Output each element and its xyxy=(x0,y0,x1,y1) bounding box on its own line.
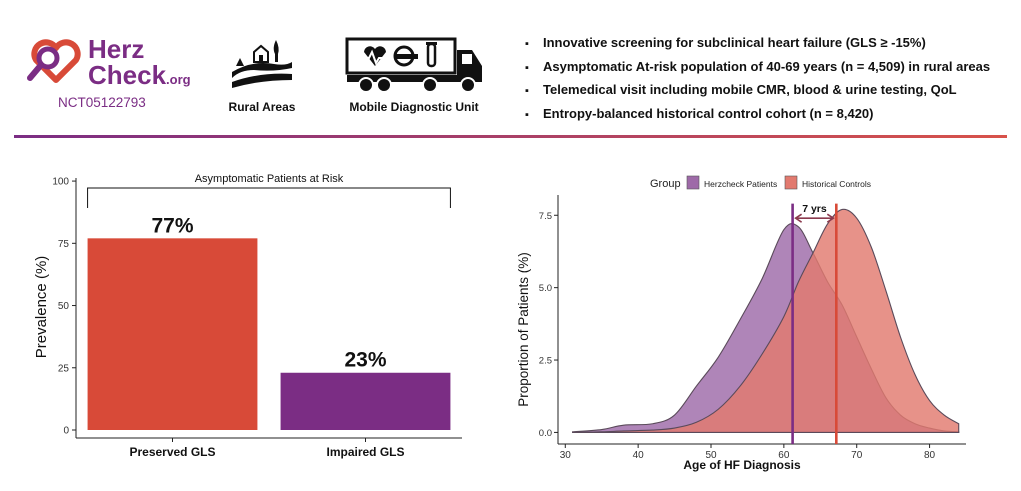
x-tick-label: 50 xyxy=(705,450,717,461)
mobile-diagnostic-unit-icon xyxy=(345,37,482,93)
x-tick-label: Impaired GLS xyxy=(326,445,404,459)
legend-title: Group xyxy=(650,178,681,190)
herzcheck-logo-icon xyxy=(27,39,81,83)
y-axis-label: Proportion of Patients (%) xyxy=(516,252,531,407)
prevalence-bar-chart: 0 25 50 75 100 Prevalence (%) 77% Preserved GLS… xyxy=(33,173,462,459)
bullet-item: Innovative screening for subclinical hea… xyxy=(525,32,990,56)
bullet-item: Entropy-balanced historical control coho… xyxy=(525,103,990,127)
header-divider xyxy=(14,135,1007,138)
density-area xyxy=(572,208,960,433)
trial-id: NCT05122793 xyxy=(58,95,146,110)
y-tick-label: 7.5 xyxy=(539,211,552,222)
study-highlights-list: Innovative screening for subclinical hea… xyxy=(525,32,990,126)
bar xyxy=(280,372,451,430)
logo-line2: Check xyxy=(88,60,167,90)
bar-value-label: 77% xyxy=(151,214,193,237)
arrow-head-left xyxy=(794,213,803,223)
y-tick-label: 75 xyxy=(58,239,70,250)
x-tick-label: 70 xyxy=(851,450,863,461)
x-tick-label: Preserved GLS xyxy=(129,445,215,459)
chart-bracket xyxy=(87,187,451,208)
y-tick-label: 2.5 xyxy=(539,356,552,367)
bar-value-label: 23% xyxy=(344,349,386,372)
chart-legend: Group Herzcheck Patients Historical Contro… xyxy=(650,175,871,190)
y-tick-label: 50 xyxy=(58,301,70,312)
legend-swatch xyxy=(686,175,700,190)
y-tick-label: 100 xyxy=(52,177,69,188)
mobile-diagnostic-unit-label: Mobile Diagnostic Unit xyxy=(349,100,479,114)
y-tick-label: 25 xyxy=(58,363,70,374)
difference-label: 7 yrs xyxy=(802,203,827,215)
logo-line1: Herz xyxy=(88,34,145,64)
arrow-head-right xyxy=(826,213,835,223)
x-tick-label: 80 xyxy=(924,450,936,461)
y-tick-label: 0.0 xyxy=(539,428,552,439)
rural-areas-icon xyxy=(232,40,292,88)
bar xyxy=(87,238,258,430)
x-tick-label: 40 xyxy=(633,450,645,461)
x-axis-label: Age of HF Diagnosis xyxy=(683,458,801,472)
bullet-item: Telemedical visit including mobile CMR, … xyxy=(525,79,990,103)
y-tick-label: 5.0 xyxy=(539,283,552,294)
chart-title: Asymptomatic Patients at Risk xyxy=(195,173,344,185)
legend-entry-label: Herzcheck Patients xyxy=(704,179,777,189)
logo-tld: .org xyxy=(166,72,191,87)
y-axis-label: Prevalence (%) xyxy=(33,256,50,359)
logo-wordmark: Herz Check.org xyxy=(88,36,191,93)
legend-swatch xyxy=(784,175,798,190)
x-tick-label: 60 xyxy=(778,450,790,461)
legend-entry-label: Historical Controls xyxy=(802,179,871,189)
x-tick-label: 30 xyxy=(560,450,572,461)
bullet-item: Asymptomatic At-risk population of 40-69… xyxy=(525,56,990,80)
y-tick-label: 0 xyxy=(63,426,69,437)
age-density-chart: Group Herzcheck Patients Historical Contro… xyxy=(516,175,966,472)
rural-areas-label: Rural Areas xyxy=(228,100,296,114)
